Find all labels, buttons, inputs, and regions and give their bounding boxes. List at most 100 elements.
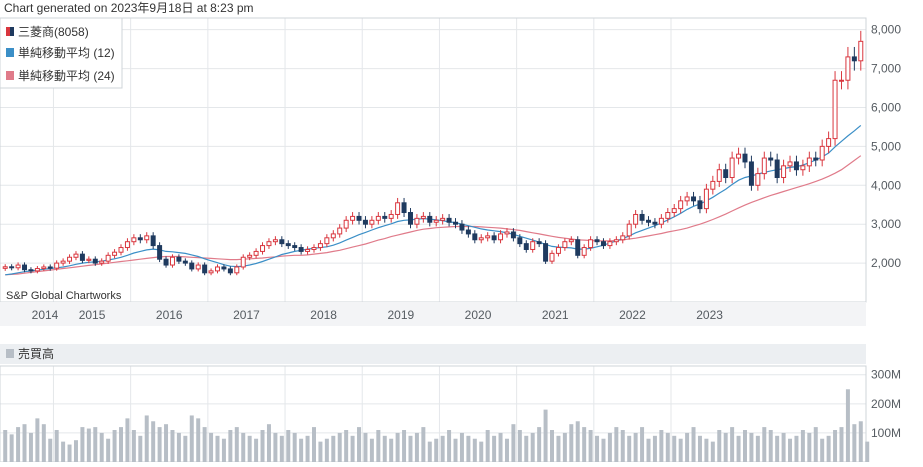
volume-series (3, 389, 870, 462)
x-tick-label: 2016 (156, 308, 183, 322)
volume-bar (762, 427, 767, 462)
candle (9, 264, 15, 271)
volume-tick-label: 100M (871, 426, 901, 440)
candle-body (485, 235, 491, 239)
x-tick-label: 2014 (32, 308, 59, 322)
candle (208, 268, 214, 276)
candle-body (427, 215, 433, 223)
candle-body (420, 215, 426, 219)
volume-bar (588, 430, 593, 462)
volume-bar (61, 441, 66, 462)
candle (202, 262, 208, 276)
volume-bar (196, 418, 201, 462)
candle (684, 191, 690, 206)
volume-bar (299, 438, 304, 462)
volume-bar (414, 432, 419, 462)
legend-item-sma24: 単純移動平均 (24) (6, 69, 115, 83)
candle (858, 30, 864, 71)
candle (594, 236, 600, 246)
candle (401, 197, 407, 218)
candle-body (356, 215, 362, 221)
candle (774, 153, 780, 184)
candle (562, 238, 568, 251)
candle (407, 208, 413, 229)
candle (446, 214, 452, 227)
candle-body (832, 79, 838, 140)
candle-body (774, 159, 780, 179)
candle (356, 212, 362, 225)
candle-body (588, 239, 594, 249)
candle (189, 260, 195, 272)
y-tick-label: 2,000 (871, 256, 901, 270)
sma24-line (5, 155, 862, 276)
volume-bar (788, 438, 793, 462)
candle (581, 244, 587, 259)
candle (253, 248, 259, 259)
candle (697, 195, 703, 214)
volume-tick-label: 200M (871, 397, 901, 411)
candle (137, 234, 143, 244)
candle-body (79, 253, 85, 261)
blue-square-icon (6, 48, 14, 57)
candle (459, 220, 465, 234)
x-axis: 2014 2015 2016 2017 2018 2019 2020 2021 2022 2023 (32, 308, 724, 322)
candle (536, 238, 542, 248)
candle (575, 236, 581, 259)
candle-body (350, 215, 356, 221)
candle-body (369, 219, 375, 225)
volume-bar (99, 432, 104, 462)
candle-icon (6, 27, 14, 36)
candle-body (15, 264, 21, 269)
volume-bar (266, 424, 271, 462)
candle-body (401, 202, 407, 214)
candle-body (362, 219, 368, 225)
candle (742, 147, 748, 169)
candle-body (131, 237, 137, 243)
candle-body (317, 243, 323, 249)
candle (112, 249, 118, 259)
volume-bar (466, 435, 471, 462)
candle (118, 244, 124, 256)
candle-body (285, 243, 291, 247)
pink-square-icon (6, 71, 14, 80)
sma12-series (5, 124, 862, 276)
candle (620, 232, 626, 244)
candle-body (202, 264, 208, 274)
volume-bar (710, 441, 715, 462)
candle-body (697, 200, 703, 210)
legend-item-sma12: 単純移動平均 (12) (6, 46, 115, 60)
volume-bar (41, 424, 46, 462)
candle-body (671, 208, 677, 214)
candle-body (594, 239, 600, 243)
candle-body (247, 254, 253, 258)
candle-body (395, 202, 401, 215)
volume-bar (479, 441, 484, 462)
volume-bar (498, 432, 503, 462)
volume-bar (530, 432, 535, 462)
candle-body (234, 266, 240, 274)
volume-bar (164, 424, 169, 462)
candle (826, 131, 832, 154)
candle-body (112, 251, 118, 256)
volume-bar (382, 435, 387, 462)
candle (298, 244, 304, 255)
candle-body (253, 250, 259, 256)
candle-body (678, 200, 684, 210)
x-tick-label: 2023 (696, 308, 723, 322)
candle (607, 238, 613, 249)
candle-body (600, 241, 606, 247)
volume-bar (54, 430, 59, 462)
candle-body (472, 233, 478, 241)
candle-body (189, 262, 195, 270)
candle (845, 46, 851, 90)
candle (292, 242, 298, 251)
volume-bar (485, 430, 490, 462)
candle (626, 220, 632, 240)
candle (781, 159, 787, 184)
volume-bar (35, 418, 40, 462)
candle (517, 234, 523, 248)
candle (73, 251, 79, 261)
candle (485, 232, 491, 242)
volume-bar (144, 415, 149, 462)
volume-bar (16, 427, 21, 462)
